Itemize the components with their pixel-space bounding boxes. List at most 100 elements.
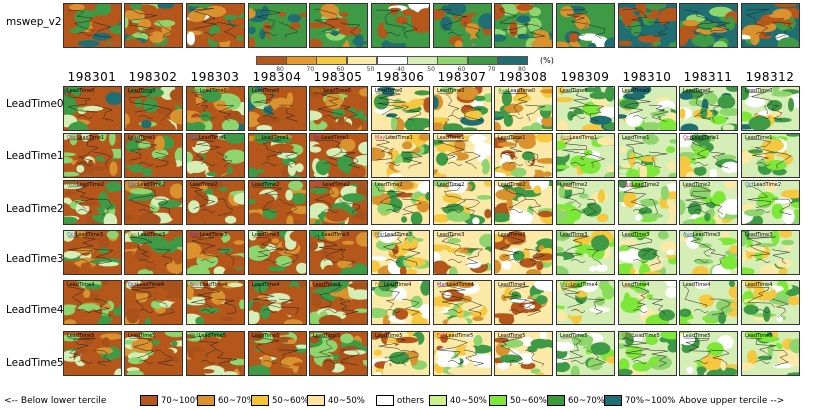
forecast-map-panel: OctLeadTime2 xyxy=(741,180,800,225)
forecast-map-panel: FebLeadTime1 xyxy=(186,133,245,178)
forecast-map-panel: LeadTime2 xyxy=(679,180,738,225)
panel-title: LeadTime0 xyxy=(128,88,156,94)
panel-title: FebLeadTime1 xyxy=(190,135,227,141)
forecast-map-panel: LeadTime5 xyxy=(63,331,122,376)
forecast-map-panel: MayLeadTime5 xyxy=(618,331,677,376)
row-label-leadtime2: LeadTime2 xyxy=(6,203,64,215)
legend-label: others xyxy=(397,396,425,406)
forecast-map-panel: LeadTime1 xyxy=(124,133,183,178)
colorbar-segment xyxy=(467,56,499,65)
forecast-map-panel: LeadTime5 xyxy=(679,331,738,376)
colorbar-segment xyxy=(256,56,287,65)
legend-label: 70%~100% xyxy=(625,396,676,406)
row-label-leadtime1: LeadTime1 xyxy=(6,150,64,162)
colorbar-tick-label: 70 xyxy=(487,66,496,73)
panel-title: DecLeadTime3 xyxy=(190,232,228,238)
forecast-map-panel: DecLeadTime3 xyxy=(186,230,245,275)
panel-title: LeadTime4 xyxy=(745,282,773,288)
forecast-map-panel: LeadTime0 xyxy=(248,86,307,131)
panel-title: LeadTime1 xyxy=(437,135,465,141)
legend-swatch xyxy=(604,395,622,406)
forecast-map-panel: AugLeadTime0 xyxy=(494,86,553,131)
panel-title: FebLeadTime4 xyxy=(375,282,412,288)
panel-title: AugLeadTime3 xyxy=(683,232,721,238)
mswep-map-panel xyxy=(309,3,368,48)
forecast-map-panel: LeadTime1 xyxy=(494,133,553,178)
forecast-map-panel: NovLeadTime4 xyxy=(186,280,245,325)
panel-title: LeadTime2 xyxy=(498,182,526,188)
forecast-map-panel: LeadTime5 xyxy=(124,331,183,376)
forecast-map-panel: LeadTime5 xyxy=(741,331,800,376)
forecast-map-panel: MarLeadTime1 xyxy=(248,133,307,178)
column-header-198305: 198305 xyxy=(313,70,363,84)
forecast-map-panel: LeadTime5 xyxy=(248,331,307,376)
panel-title: LeadTime5 xyxy=(67,333,95,339)
panel-title: MayLeadTime1 xyxy=(375,135,413,141)
colorbar-tick-label: 60 xyxy=(457,66,466,73)
panel-title: LeadTime0 xyxy=(375,88,403,94)
forecast-map-panel: LeadTime5 xyxy=(371,331,430,376)
legend-swatch xyxy=(429,395,447,406)
forecast-map-panel: LeadTime0 xyxy=(63,86,122,131)
panel-title: AprLeadTime1 xyxy=(313,135,350,141)
forecast-map-panel: FebLeadTime5 xyxy=(433,331,492,376)
column-header-198308: 198308 xyxy=(498,70,548,84)
panel-title: LeadTime1 xyxy=(622,135,650,141)
forecast-map-panel: LeadTime3 xyxy=(556,230,615,275)
colorbar-tick-label: 70 xyxy=(306,66,315,73)
forecast-map-panel: LeadTime4 xyxy=(494,280,553,325)
legend-swatch xyxy=(307,395,325,406)
mswep-map-panel xyxy=(371,3,430,48)
panel-title: LeadTime2 xyxy=(560,182,588,188)
column-header-198303: 198303 xyxy=(190,70,240,84)
colorbar-segment xyxy=(286,56,317,65)
panel-title: LeadTime4 xyxy=(252,282,280,288)
panel-title: FebLeadTime3 xyxy=(313,232,350,238)
forecast-map-panel: LeadTime5 xyxy=(494,331,553,376)
forecast-map-panel: LeadTime2 xyxy=(186,180,245,225)
forecast-map-panel: LeadTime4 xyxy=(618,280,677,325)
colorbar-segment xyxy=(437,56,468,65)
forecast-map-panel: NovLeadTime2 xyxy=(63,180,122,225)
panel-title: LeadTime1 xyxy=(128,135,156,141)
row-label-leadtime4: LeadTime4 xyxy=(6,304,64,316)
panel-title: MayLeadTime0 xyxy=(313,88,351,94)
forecast-map-panel: DecLeadTime1 xyxy=(63,133,122,178)
forecast-map-panel: LeadTime0 xyxy=(618,86,677,131)
panel-title: LeadTime5 xyxy=(745,333,773,339)
forecast-map-panel: LeadTime0 xyxy=(556,86,615,131)
forecast-map-panel: FebLeadTime3 xyxy=(309,230,368,275)
forecast-map-panel: LeadTime3 xyxy=(433,230,492,275)
column-header-198309: 198309 xyxy=(560,70,610,84)
panel-title: LeadTime5 xyxy=(252,333,280,339)
mswep-map-panel xyxy=(63,3,122,48)
panel-title: LeadTime0 xyxy=(437,88,465,94)
forecast-map-panel: OctLeadTime5 xyxy=(186,331,245,376)
forecast-map-panel: AprLeadTime1 xyxy=(309,133,368,178)
panel-title: LeadTime5 xyxy=(128,333,156,339)
row-label-leadtime5: LeadTime5 xyxy=(6,357,64,369)
panel-title: LeadTime2 xyxy=(375,182,403,188)
panel-title: AugLeadTime2 xyxy=(622,182,660,188)
panel-title: MayLeadTime4 xyxy=(560,282,598,288)
colorbar-segment xyxy=(407,56,438,65)
column-header-198311: 198311 xyxy=(683,70,733,84)
forecast-map-panel: LeadTime1 xyxy=(618,133,677,178)
colorbar-segment xyxy=(376,56,408,65)
forecast-map-panel: OctLeadTime1 xyxy=(679,133,738,178)
forecast-map-panel: LeadTime1 xyxy=(741,133,800,178)
panel-title: NovLeadTime4 xyxy=(190,282,228,288)
legend-left-text: <-- Below lower tercile xyxy=(4,396,107,406)
forecast-map-panel: AugLeadTime1 xyxy=(556,133,615,178)
panel-title: LeadTime3 xyxy=(498,232,526,238)
panel-title: LeadTime0 xyxy=(560,88,588,94)
panel-title: LeadTime3 xyxy=(745,232,773,238)
panel-title: AugLeadTime0 xyxy=(498,88,536,94)
legend-right-text: Above upper tercile --> xyxy=(679,396,785,406)
forecast-map-panel: MarLeadTime2 xyxy=(309,180,368,225)
forecast-map-panel: LeadTime2 xyxy=(433,180,492,225)
panel-title: DecLeadTime1 xyxy=(67,135,105,141)
column-header-198302: 198302 xyxy=(128,70,178,84)
forecast-map-panel: LeadTime4 xyxy=(63,280,122,325)
panel-title: LeadTime5 xyxy=(313,333,341,339)
